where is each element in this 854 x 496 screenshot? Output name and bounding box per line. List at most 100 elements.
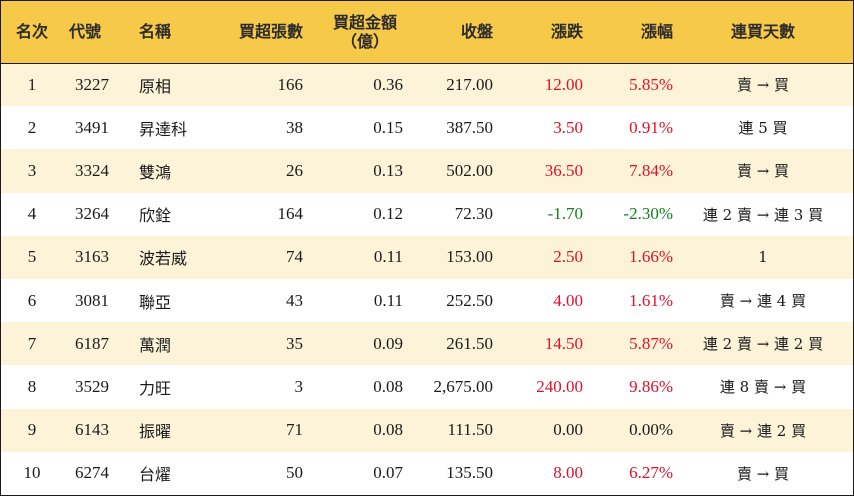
close-cell: 111.50 — [447, 420, 494, 440]
change-cell: -1.70 — [547, 204, 583, 224]
header-net-buy-amount: 買超金額 （億） — [303, 1, 403, 63]
consecutive-cell: 賣 → 買 — [736, 76, 790, 95]
code-cell: 6143 — [75, 420, 109, 440]
rank-cell: 8 — [27, 376, 37, 396]
change-cell: 14.50 — [544, 333, 583, 353]
close-cell: 2,675.00 — [433, 376, 494, 396]
consecutive-cell: 賣 → 買 — [736, 464, 790, 483]
net-buy-amount-cell: 0.13 — [373, 160, 403, 180]
rank-cell: 5 — [27, 247, 37, 267]
net-buy-amount-cell: 0.08 — [373, 376, 403, 396]
consecutive-cell: 賣 → 連 4 買 — [719, 292, 807, 311]
code-cell: 3227 — [75, 74, 109, 94]
code-cell: 6274 — [75, 463, 109, 483]
change-cell: 2.50 — [553, 247, 583, 267]
consecutive-cell: 連 5 買 — [738, 119, 788, 138]
change-cell: 8.00 — [553, 463, 583, 483]
net-buy-lots-cell: 43 — [286, 290, 303, 310]
net-buy-amount-cell: 0.12 — [373, 204, 403, 224]
net-buy-amount-cell: 0.08 — [373, 420, 403, 440]
close-cell: 72.30 — [454, 204, 493, 224]
header-name: 名稱 — [139, 22, 172, 42]
rank-cell: 4 — [27, 204, 37, 224]
change-cell: 0.00 — [553, 420, 583, 440]
consecutive-cell: 賣 → 連 2 買 — [719, 421, 807, 440]
header-row: 名次 代號 名稱 買超張數 買超金額 （億） 收盤 漲跌 漲幅 連買天數 — [1, 1, 853, 63]
header-rank: 名次 — [15, 22, 48, 42]
name-cell: 雙鴻 — [139, 162, 172, 182]
header-net-buy-lots: 買超張數 — [238, 22, 303, 42]
net-buy-amount-cell: 0.15 — [373, 117, 403, 137]
net-buy-lots-cell: 164 — [277, 204, 304, 224]
table-row: 2 3491 昇達科 38 0.15 387.50 3.50 0.91% 連 5 買 — [1, 106, 853, 150]
net-buy-amount-cell: 0.09 — [373, 333, 403, 353]
net-buy-amount-cell: 0.11 — [373, 247, 403, 267]
pct-cell: 1.66% — [629, 247, 673, 267]
close-cell: 252.50 — [446, 290, 493, 310]
net-buy-lots-cell: 3 — [294, 376, 304, 396]
rank-cell: 2 — [27, 117, 37, 137]
table-row: 4 3264 欣銓 164 0.12 72.30 -1.70 -2.30% 連 2 賣 → 連 … — [1, 192, 853, 236]
name-cell: 原相 — [139, 76, 172, 96]
table-row: 10 6274 台燿 50 0.07 135.50 8.00 6.27% 賣 → 買 — [1, 451, 853, 495]
change-cell: 12.00 — [544, 74, 583, 94]
pct-cell: 1.61% — [629, 290, 673, 310]
net-buy-amount-cell: 0.36 — [373, 74, 403, 94]
rank-cell: 7 — [27, 333, 37, 353]
rank-cell: 1 — [27, 74, 37, 94]
consecutive-cell: 1 — [758, 248, 768, 267]
header-net-buy-amount-line1: 買超金額 — [332, 12, 397, 32]
net-buy-lots-cell: 71 — [286, 420, 303, 440]
code-cell: 3529 — [75, 376, 109, 396]
header-pct: 漲幅 — [640, 22, 673, 42]
table-row: 1 3227 原相 166 0.36 217.00 12.00 5.85% 賣 → 買 — [1, 63, 853, 107]
table-row: 3 3324 雙鴻 26 0.13 502.00 36.50 7.84% 賣 → 買 — [1, 149, 853, 193]
pct-cell: 5.85% — [629, 74, 673, 94]
change-cell: 240.00 — [536, 376, 583, 396]
rank-cell: 6 — [27, 290, 37, 310]
name-cell: 萬潤 — [139, 335, 172, 355]
close-cell: 217.00 — [446, 74, 493, 94]
header-net-buy-amount-line2: （億） — [340, 31, 389, 51]
consecutive-cell: 連 8 賣 → 買 — [719, 378, 807, 397]
net-buy-lots-cell: 74 — [286, 247, 303, 267]
close-cell: 387.50 — [446, 117, 493, 137]
pct-cell: -2.30% — [623, 204, 673, 224]
header-code: 代號 — [69, 22, 102, 42]
table-row: 7 6187 萬潤 35 0.09 261.50 14.50 5.87% 連 2 賣 → 連 2… — [1, 322, 853, 366]
close-cell: 153.00 — [446, 247, 493, 267]
net-buy-lots-cell: 26 — [286, 160, 303, 180]
table-row: 6 3081 聯亞 43 0.11 252.50 4.00 1.61% 賣 → 連 4 買 — [1, 278, 853, 323]
net-buy-lots-cell: 35 — [286, 333, 303, 353]
table-row: 5 3163 波若威 74 0.11 153.00 2.50 1.66% 1 — [1, 235, 853, 279]
name-cell: 波若威 — [139, 249, 188, 269]
consecutive-cell: 連 2 賣 → 連 3 買 — [702, 205, 824, 224]
table-row: 9 6143 振曜 71 0.08 111.50 0.00 0.00% 賣 → 連 2 買 — [1, 408, 853, 452]
pct-cell: 0.00% — [629, 420, 673, 440]
net-buy-amount-cell: 0.07 — [373, 463, 403, 483]
rank-cell: 10 — [23, 463, 41, 483]
net-buy-lots-cell: 38 — [286, 117, 303, 137]
header-change: 漲跌 — [550, 22, 583, 42]
name-cell: 振曜 — [139, 422, 172, 442]
name-cell: 台燿 — [139, 465, 172, 485]
close-cell: 261.50 — [446, 333, 493, 353]
name-cell: 聯亞 — [139, 292, 172, 312]
net-buy-amount-cell: 0.11 — [373, 290, 403, 310]
pct-cell: 6.27% — [629, 463, 673, 483]
header-consecutive: 連買天數 — [730, 22, 795, 42]
code-cell: 3163 — [75, 247, 109, 267]
net-buy-lots-cell: 166 — [277, 74, 304, 94]
table-row: 8 3529 力旺 3 0.08 2,675.00 240.00 9.86% 連 8 賣 → 買 — [1, 365, 853, 409]
name-cell: 昇達科 — [139, 119, 188, 139]
change-cell: 36.50 — [544, 160, 583, 180]
change-cell: 4.00 — [553, 290, 583, 310]
close-cell: 135.50 — [446, 463, 493, 483]
pct-cell: 5.87% — [629, 333, 673, 353]
close-cell: 502.00 — [446, 160, 493, 180]
rank-cell: 9 — [27, 420, 37, 440]
pct-cell: 9.86% — [629, 376, 673, 396]
table-body: 1 3227 原相 166 0.36 217.00 12.00 5.85% 賣 → 買 2 3 4 9 1… — [1, 63, 853, 495]
